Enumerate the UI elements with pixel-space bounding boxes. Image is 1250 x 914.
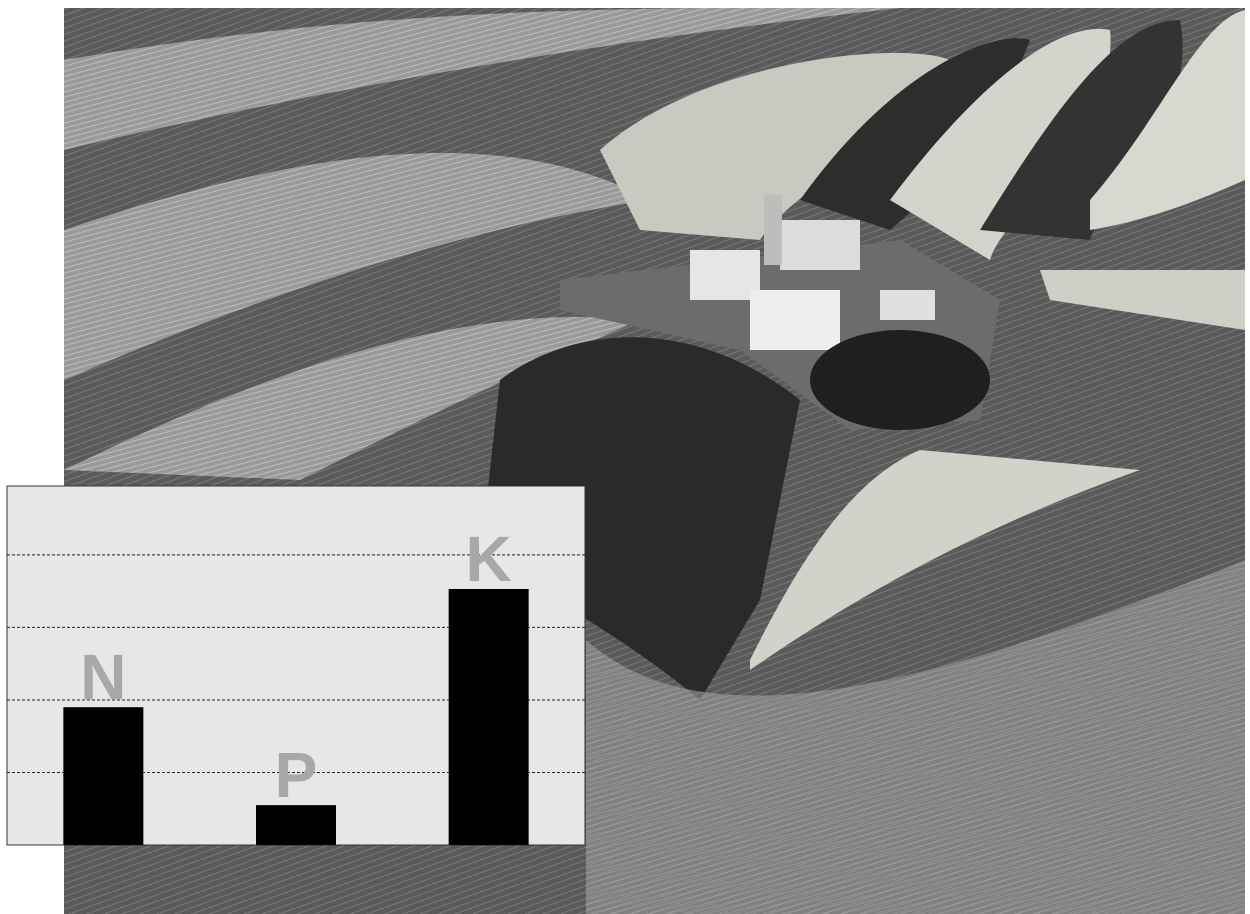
bar-category-label: P xyxy=(275,739,318,811)
bar-category-label: N xyxy=(80,641,126,713)
bar xyxy=(63,707,144,845)
bar xyxy=(448,588,529,845)
bar-category-label: K xyxy=(466,523,512,595)
bar xyxy=(256,805,336,845)
